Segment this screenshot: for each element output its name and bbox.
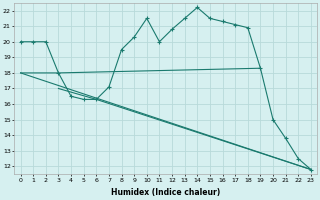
- X-axis label: Humidex (Indice chaleur): Humidex (Indice chaleur): [111, 188, 220, 197]
